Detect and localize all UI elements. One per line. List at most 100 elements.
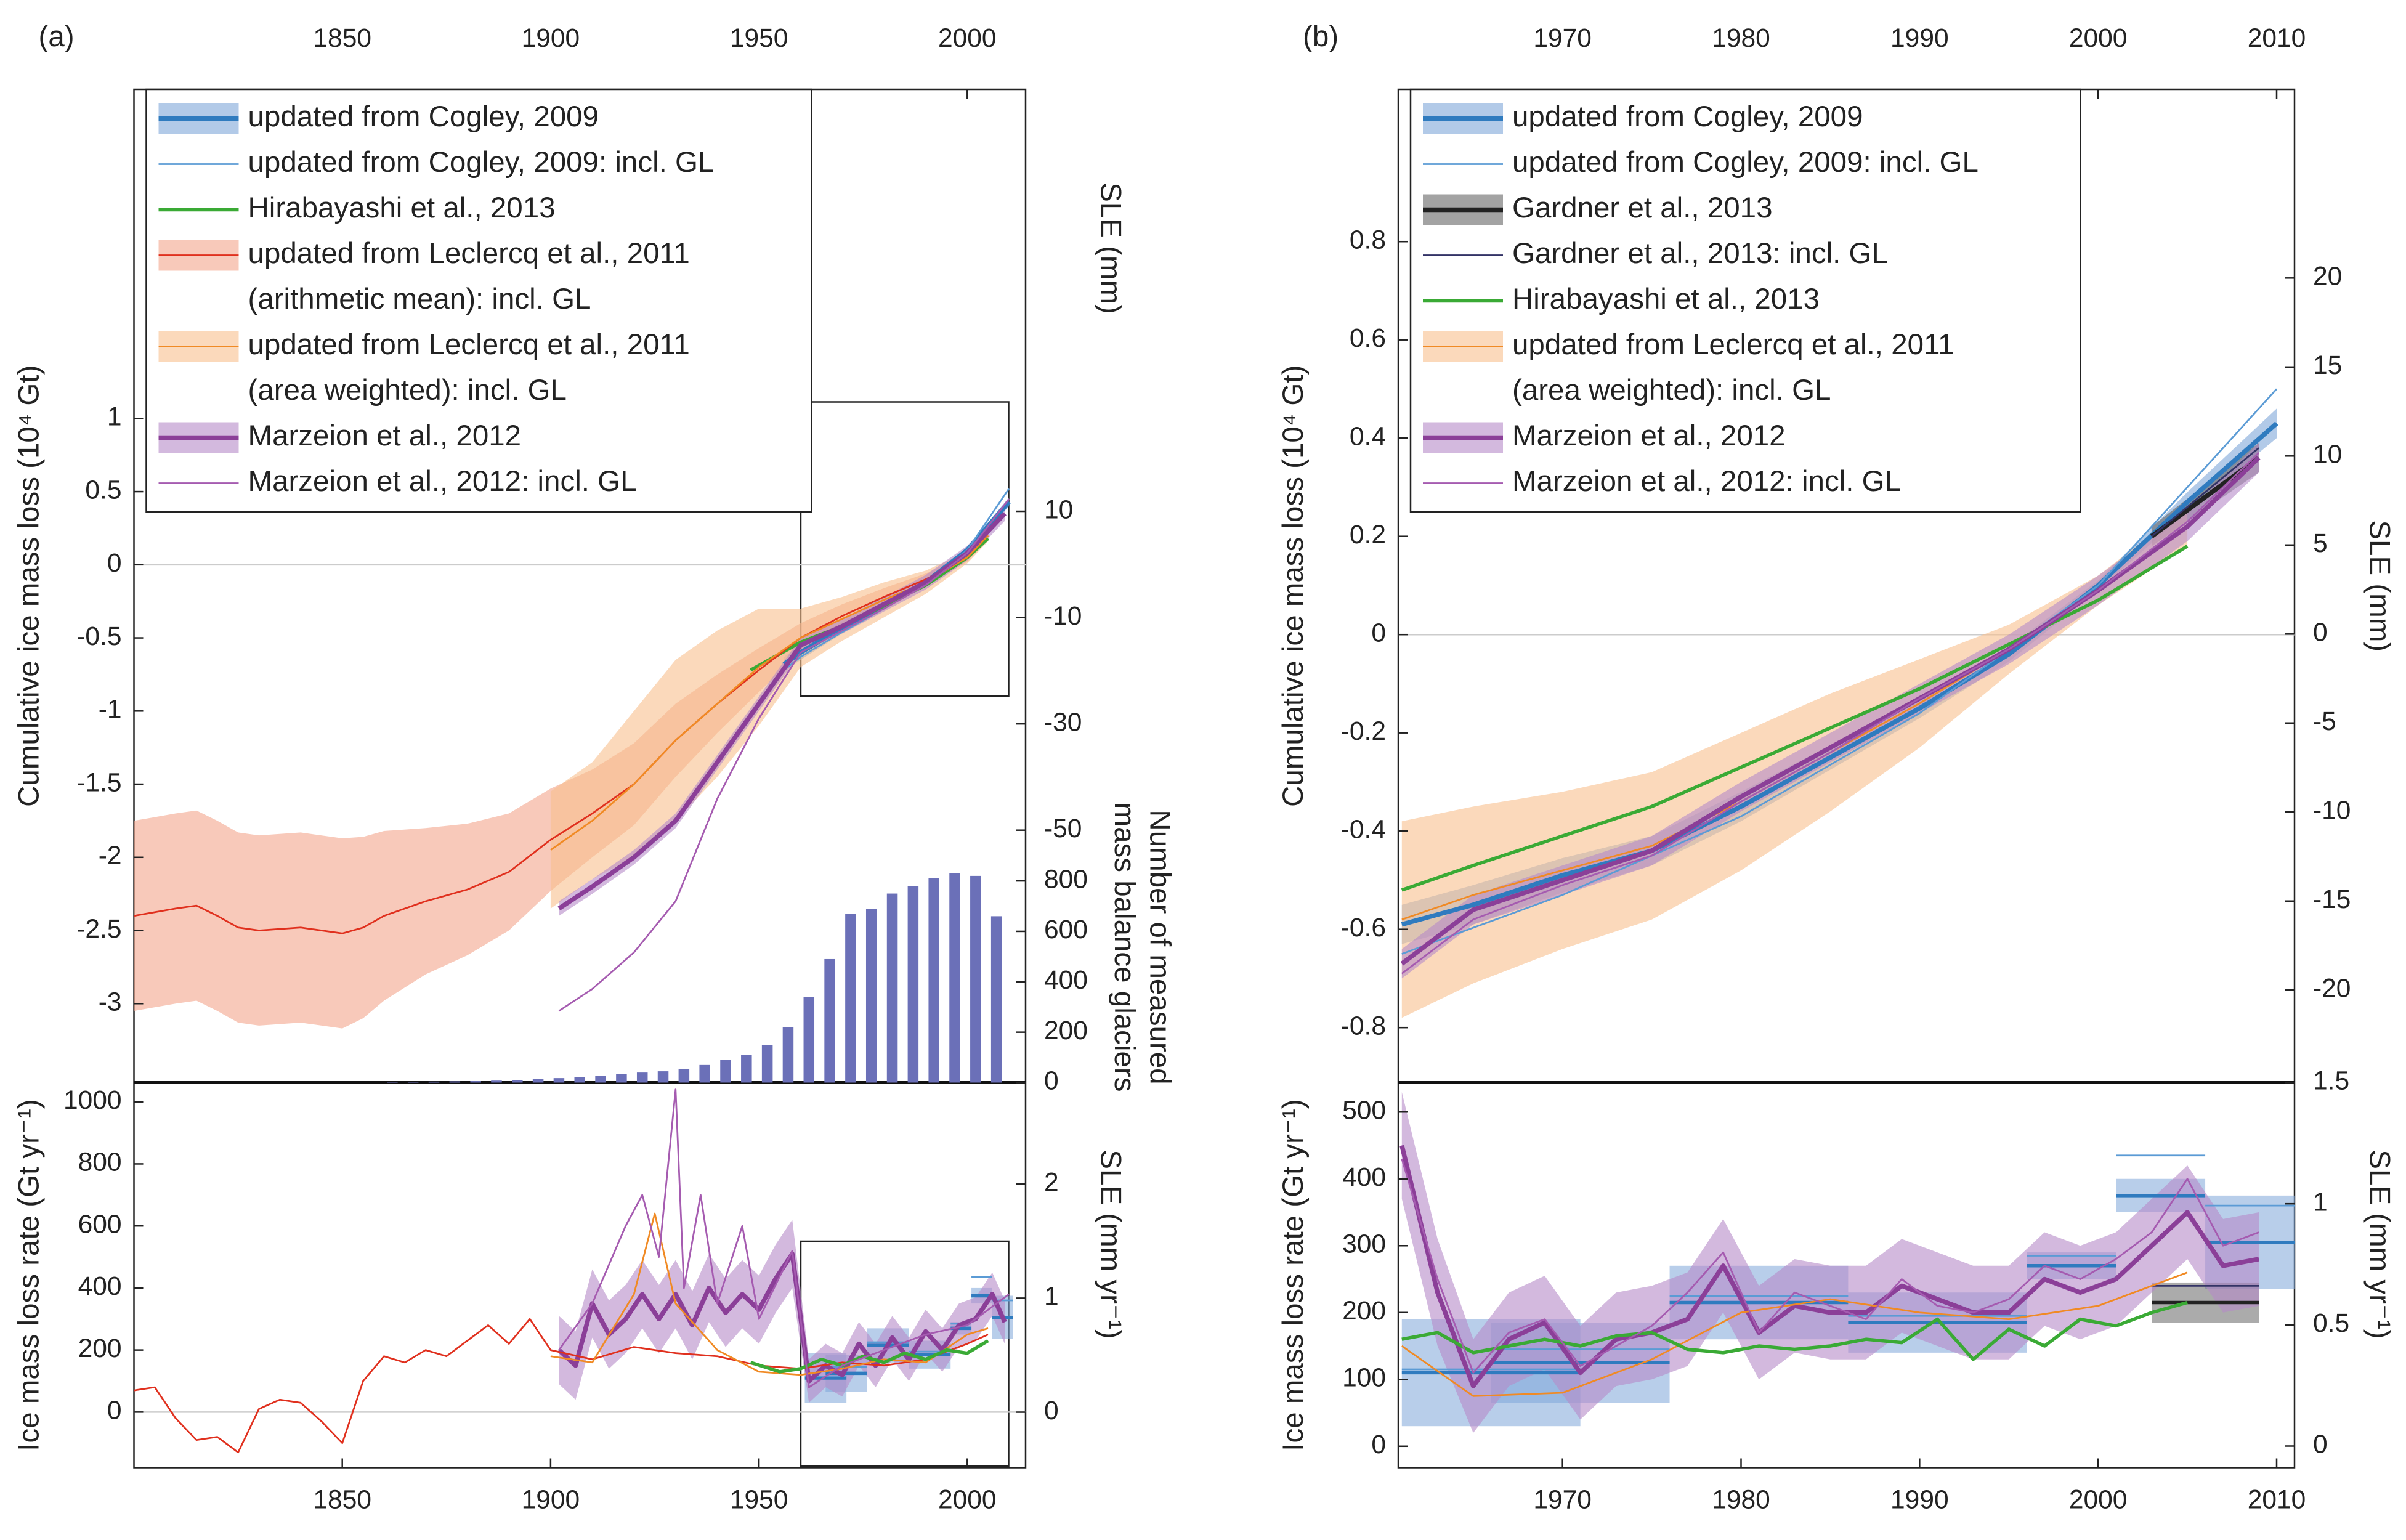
y-tick-label: 200 (1044, 1016, 1088, 1045)
y2-axis-label: SLE (mm) (1094, 182, 1127, 314)
legend-label: Hirabayashi et al., 2013 (248, 192, 556, 224)
series-line (1401, 1158, 2259, 1374)
y-tick-label: -0.6 (1341, 914, 1386, 942)
series-line (557, 512, 1007, 911)
y-tick-label: -3 (99, 987, 122, 1016)
bar (720, 1060, 731, 1083)
legend-label: updated from Cogley, 2009 (248, 100, 599, 133)
legend-label: updated from Cogley, 2009 (1512, 100, 1863, 133)
bar (470, 1081, 481, 1083)
y-axis-label: Ice mass loss rate (Gt yr⁻¹) (1277, 1099, 1310, 1451)
bar (949, 873, 960, 1083)
plot-area (1399, 1092, 2295, 1433)
y-tick-label: -2 (99, 841, 122, 870)
series-line (1401, 421, 2278, 927)
y2-tick-label: 5 (2313, 529, 2328, 558)
series-line (558, 1088, 1010, 1388)
x-tick-label: 1900 (522, 1486, 580, 1515)
y-tick-label: 200 (1342, 1297, 1386, 1326)
y-tick-label: 0.8 (1350, 225, 1386, 254)
x-tick-label: 1980 (1712, 24, 1770, 53)
y-axis-label: Cumulative ice mass loss (10⁴ Gt) (13, 365, 46, 807)
plot-area (387, 873, 1002, 1083)
x-tick-label: 2010 (2248, 24, 2306, 53)
y-tick-label: 600 (78, 1210, 122, 1239)
y-tick-label: 500 (1342, 1096, 1386, 1125)
y-tick-label: 200 (78, 1334, 122, 1363)
y-tick-label: 1 (107, 403, 122, 432)
bar (803, 997, 815, 1083)
bar (387, 1082, 398, 1083)
series-line (1401, 1271, 2188, 1397)
bar (574, 1077, 585, 1083)
y-tick-label: 0 (107, 1396, 122, 1425)
bar (678, 1068, 690, 1083)
x-tick-label: 2010 (2248, 1486, 2306, 1515)
y2-tick-label: 0 (2313, 1430, 2328, 1459)
series-line (1401, 452, 2259, 975)
x-tick-label: 1970 (1533, 24, 1592, 53)
y-axis-label: Cumulative ice mass loss (10⁴ Gt) (1277, 365, 1310, 807)
x-tick-label: 2000 (2069, 1486, 2128, 1515)
legend-label: (arithmetic mean): incl. GL (248, 283, 591, 315)
y-tick-label: -0.5 (76, 622, 121, 651)
legend-label: Hirabayashi et al., 2013 (1512, 283, 1820, 315)
bar (636, 1072, 648, 1083)
bar (512, 1080, 523, 1083)
y-tick-label: 0.5 (85, 476, 121, 505)
uncertainty-band (559, 506, 1005, 916)
x-tick-label: 1990 (1890, 24, 1949, 53)
y-tick-label: -0.4 (1341, 815, 1386, 844)
y2-axis-label: SLE (mm) (2363, 520, 2396, 652)
panel-label: (b) (1303, 20, 1339, 53)
bar (928, 878, 939, 1083)
x-tick-label: 2000 (938, 1486, 997, 1515)
bar (865, 909, 877, 1083)
y2-tick-label: -10 (1044, 602, 1082, 631)
y2-axis-label: SLE (mm yr⁻¹) (1094, 1149, 1127, 1339)
legend-box (1409, 88, 2081, 513)
y2-tick-label: 1 (2313, 1188, 2328, 1217)
bar (990, 916, 1002, 1083)
zoom-box (800, 401, 1010, 697)
series-line (134, 535, 989, 934)
y2-tick-label: 20 (2313, 262, 2342, 291)
plot-area (134, 1088, 1026, 1454)
series-line (2151, 447, 2259, 537)
y2-tick-label: -10 (2313, 796, 2351, 825)
y-tick-label: -2.5 (76, 915, 121, 944)
bar (782, 1027, 794, 1083)
series-line (1401, 388, 2278, 955)
x-tick-label: 1950 (730, 24, 788, 53)
x-tick-label: 2000 (2069, 24, 2128, 53)
plot-area (134, 488, 1026, 1029)
y2-tick-label: -50 (1044, 814, 1082, 843)
bar (532, 1079, 544, 1083)
bar (970, 875, 981, 1083)
series-line (750, 1339, 989, 1374)
y-tick-label: 300 (1342, 1230, 1386, 1258)
y-axis-label: Ice mass loss rate (Gt yr⁻¹) (13, 1099, 46, 1451)
uncertainty-band (550, 529, 989, 909)
series-line (1400, 456, 2261, 966)
series-line (558, 498, 1010, 1012)
y2-tick-label: 1 (1044, 1283, 1059, 1311)
y-tick-label: 0.4 (1350, 422, 1386, 451)
y-tick-label: 800 (78, 1148, 122, 1177)
y-tick-label: 1000 (63, 1086, 122, 1115)
y-tick-label: 600 (1044, 915, 1088, 944)
y2-tick-label: -30 (1044, 708, 1082, 737)
panel-label: (a) (39, 20, 75, 53)
y-tick-label: -0.2 (1341, 717, 1386, 746)
bar (553, 1078, 565, 1083)
y-tick-label: 0 (1371, 1430, 1386, 1459)
y-axis-label: Number of measured (1143, 809, 1176, 1084)
legend-box (145, 88, 812, 513)
x-tick-label: 1980 (1712, 1486, 1770, 1515)
y-tick-label: 0 (1044, 1067, 1059, 1096)
y2-tick-label: 0 (1044, 1396, 1059, 1425)
legend-label: Gardner et al., 2013 (1512, 192, 1773, 224)
y-tick-label: 0.2 (1350, 521, 1386, 549)
